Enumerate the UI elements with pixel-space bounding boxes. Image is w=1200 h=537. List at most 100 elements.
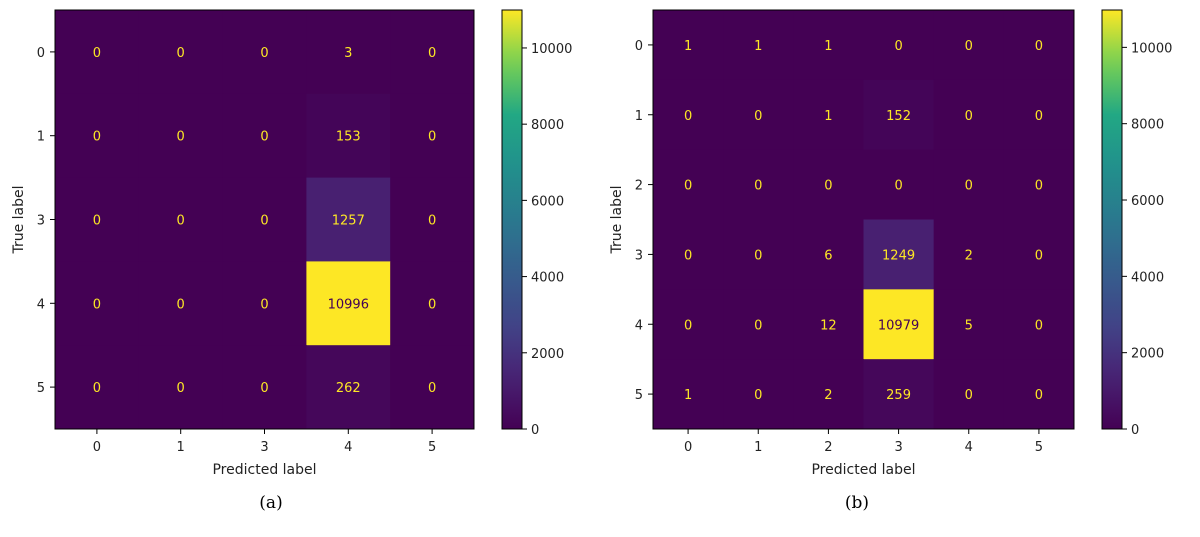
heatmap-cell (1003, 10, 1075, 81)
heatmap-cell (1003, 79, 1075, 151)
colorbar-tick-label: 4000 (1131, 270, 1164, 285)
cell-value-label: 0 (824, 179, 832, 194)
heatmap-cell (222, 261, 307, 346)
cell-value-label: 0 (754, 179, 762, 194)
cell-value-label: 0 (93, 130, 101, 145)
y-axis-label: True label (609, 185, 625, 254)
cell-value-label: 0 (428, 214, 436, 229)
cell-value-label: 0 (177, 214, 185, 229)
heatmap-cell (390, 177, 475, 262)
heatmap-cell (933, 79, 1005, 151)
x-tick-label: 4 (965, 440, 973, 455)
cell-value-label: 0 (1035, 388, 1043, 403)
heatmap-cell (723, 10, 794, 81)
heatmap-cell (222, 177, 307, 262)
cell-value-label: 6 (824, 248, 832, 263)
cell-value-label: 0 (177, 297, 185, 312)
cell-value-label: 0 (1035, 248, 1043, 263)
heatmap-cell (138, 10, 224, 95)
y-tick-label: 3 (635, 248, 643, 263)
heatmap-cell (653, 10, 724, 81)
cell-value-label: 0 (260, 381, 268, 396)
y-tick-label: 5 (635, 388, 643, 403)
cell-value-label: 0 (260, 130, 268, 145)
y-tick-label: 2 (635, 179, 643, 194)
cell-value-label: 1257 (332, 214, 365, 229)
cell-value-label: 0 (684, 248, 692, 263)
heatmap-cell (138, 345, 224, 430)
heatmap-cell (306, 177, 391, 262)
panel-caption: (a) (259, 493, 282, 513)
cell-value-label: 0 (1035, 179, 1043, 194)
heatmap-cell (222, 10, 307, 95)
cell-value-label: 0 (965, 388, 973, 403)
cell-value-label: 1 (684, 388, 692, 403)
heatmap-cell (138, 93, 224, 179)
heatmap-cell (306, 93, 391, 179)
heatmap-cell (138, 177, 224, 262)
colorbar-tick-label: 2000 (1131, 347, 1164, 362)
heatmap-cell (1003, 149, 1075, 220)
cell-value-label: 0 (1035, 39, 1043, 54)
heatmap-cell (653, 289, 724, 360)
confusion-matrix-b: 1 1 1 0 0 00 0 1 152 0 00 0 0 0 0 00 0 6 1249 2 00 0 12 10979 5 0… (609, 9, 1172, 513)
x-tick-label: 1 (177, 440, 185, 455)
cell-value-label: 10996 (328, 297, 369, 312)
colorbar (1101, 9, 1123, 430)
colorbar-tick-label: 8000 (1131, 118, 1164, 133)
cell-value-label: 152 (886, 109, 911, 124)
heatmap-cell (55, 10, 140, 95)
cell-value-label: 10979 (878, 318, 919, 333)
heatmap-cell (863, 10, 935, 81)
cell-value-label: 0 (1035, 109, 1043, 124)
y-tick-label: 0 (635, 39, 643, 54)
colorbar-tick-label: 0 (1131, 423, 1139, 438)
x-tick-label: 0 (93, 440, 101, 455)
cell-value-label: 0 (894, 39, 902, 54)
cell-value-label: 0 (754, 388, 762, 403)
y-axis-label: True label (11, 185, 27, 254)
colorbar-tick-label: 4000 (531, 271, 564, 286)
cell-value-label: 0 (684, 179, 692, 194)
heatmap-cell (723, 289, 794, 360)
heatmap-cell (863, 79, 935, 151)
cell-value-label: 0 (684, 318, 692, 333)
cell-value-label: 0 (1035, 318, 1043, 333)
heatmap-cell (55, 261, 140, 346)
x-axis-label: Predicted label (212, 462, 316, 478)
cell-value-label: 0 (428, 381, 436, 396)
plot-frame (652, 9, 1075, 430)
heatmap-cell (55, 177, 140, 262)
cell-value-label: 0 (754, 318, 762, 333)
y-tick-label: 1 (37, 130, 45, 145)
cell-value-label: 0 (260, 46, 268, 61)
heatmap-cell (55, 345, 140, 430)
colorbar-tick-label: 6000 (1131, 194, 1164, 209)
x-tick-label: 1 (754, 440, 762, 455)
cell-value-label: 0 (177, 130, 185, 145)
cell-value-label: 0 (965, 109, 973, 124)
heatmap-cell (653, 359, 724, 430)
heatmap-cell (222, 93, 307, 179)
heatmap-cell (793, 149, 864, 220)
x-tick-label: 5 (1035, 440, 1043, 455)
heatmap-cell (306, 345, 391, 430)
colorbar-tick-label: 0 (531, 423, 539, 438)
heatmap-cell (390, 345, 475, 430)
colorbar-tick-label: 6000 (531, 194, 564, 209)
heatmap-cell (933, 219, 1005, 290)
heatmap-cell (1003, 219, 1075, 290)
cell-value-label: 5 (965, 318, 973, 333)
cell-value-label: 0 (428, 130, 436, 145)
heatmap-cell (933, 359, 1005, 430)
heatmap-cell (306, 261, 391, 346)
x-tick-label: 5 (428, 440, 436, 455)
heatmap-cell (863, 219, 935, 290)
heatmap-cell (653, 149, 724, 220)
cell-value-label: 1 (824, 109, 832, 124)
heatmap-cell (793, 79, 864, 151)
confusion-matrix-a: 0 0 0 3 00 0 0 153 00 0 0 1257 00 0 0 10996 00 0 0 262 00 1 3 4… (11, 9, 572, 513)
x-axis-label: Predicted label (811, 462, 915, 478)
x-tick-label: 0 (684, 440, 692, 455)
